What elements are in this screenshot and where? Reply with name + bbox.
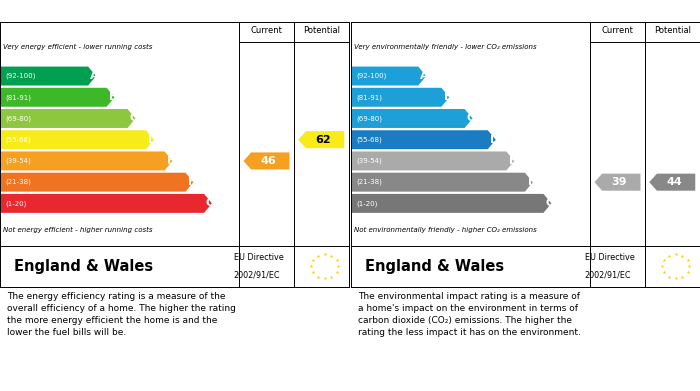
- Text: England & Wales: England & Wales: [14, 259, 153, 274]
- Text: (92-100): (92-100): [5, 73, 36, 79]
- Text: D: D: [489, 135, 499, 145]
- Text: Energy Efficiency Rating: Energy Efficiency Rating: [5, 5, 168, 18]
- Text: Very environmentally friendly - lower CO₂ emissions: Very environmentally friendly - lower CO…: [354, 44, 537, 50]
- Text: Potential: Potential: [303, 27, 340, 36]
- Text: (1-20): (1-20): [356, 200, 377, 206]
- Text: Very energy efficient - lower running costs: Very energy efficient - lower running co…: [4, 44, 153, 50]
- Text: 2002/91/EC: 2002/91/EC: [234, 270, 280, 279]
- Text: G: G: [545, 198, 554, 208]
- Text: (39-54): (39-54): [356, 158, 382, 164]
- Polygon shape: [1, 66, 96, 86]
- Polygon shape: [352, 130, 496, 149]
- Polygon shape: [1, 109, 136, 128]
- Polygon shape: [1, 130, 154, 149]
- Text: B: B: [444, 92, 452, 102]
- Polygon shape: [352, 151, 514, 170]
- Polygon shape: [1, 194, 212, 213]
- Polygon shape: [1, 88, 115, 107]
- Polygon shape: [594, 174, 640, 191]
- Polygon shape: [298, 131, 344, 148]
- Text: A: A: [90, 71, 99, 81]
- Text: (81-91): (81-91): [5, 94, 32, 100]
- Text: F: F: [528, 177, 535, 187]
- Text: EU Directive: EU Directive: [584, 253, 635, 262]
- Text: C: C: [130, 113, 138, 124]
- Text: (39-54): (39-54): [5, 158, 31, 164]
- Text: Environmental Impact (CO₂) Rating: Environmental Impact (CO₂) Rating: [356, 5, 589, 18]
- Polygon shape: [1, 151, 173, 170]
- Text: (21-38): (21-38): [356, 179, 382, 185]
- Text: (21-38): (21-38): [5, 179, 31, 185]
- Text: 46: 46: [260, 156, 276, 166]
- Text: (55-68): (55-68): [5, 136, 31, 143]
- Polygon shape: [352, 173, 533, 192]
- Text: England & Wales: England & Wales: [365, 259, 504, 274]
- Polygon shape: [352, 88, 449, 107]
- Text: Potential: Potential: [654, 27, 691, 36]
- Text: The environmental impact rating is a measure of
a home's impact on the environme: The environmental impact rating is a mea…: [358, 292, 581, 337]
- Polygon shape: [352, 66, 426, 86]
- Polygon shape: [244, 152, 290, 169]
- Polygon shape: [649, 174, 695, 191]
- Polygon shape: [1, 173, 193, 192]
- Text: Current: Current: [251, 27, 282, 36]
- Text: Not energy efficient - higher running costs: Not energy efficient - higher running co…: [4, 227, 153, 233]
- Text: D: D: [148, 135, 157, 145]
- Text: 39: 39: [612, 177, 627, 187]
- Text: 2002/91/EC: 2002/91/EC: [584, 270, 631, 279]
- Text: (69-80): (69-80): [5, 115, 32, 122]
- Text: Current: Current: [601, 27, 634, 36]
- Text: B: B: [109, 92, 117, 102]
- Text: The energy efficiency rating is a measure of the
overall efficiency of a home. T: The energy efficiency rating is a measur…: [7, 292, 236, 337]
- Text: E: E: [167, 156, 175, 166]
- Text: (69-80): (69-80): [356, 115, 382, 122]
- Text: A: A: [420, 71, 429, 81]
- Text: (1-20): (1-20): [5, 200, 27, 206]
- Polygon shape: [352, 109, 473, 128]
- Text: E: E: [509, 156, 517, 166]
- Polygon shape: [352, 194, 552, 213]
- Text: G: G: [206, 198, 215, 208]
- Text: Not environmentally friendly - higher CO₂ emissions: Not environmentally friendly - higher CO…: [354, 227, 537, 233]
- Text: (55-68): (55-68): [356, 136, 382, 143]
- Text: 44: 44: [666, 177, 682, 187]
- Text: (92-100): (92-100): [356, 73, 386, 79]
- Text: (81-91): (81-91): [356, 94, 382, 100]
- Text: C: C: [467, 113, 475, 124]
- Text: EU Directive: EU Directive: [234, 253, 284, 262]
- Text: F: F: [188, 177, 195, 187]
- Text: 62: 62: [316, 135, 331, 145]
